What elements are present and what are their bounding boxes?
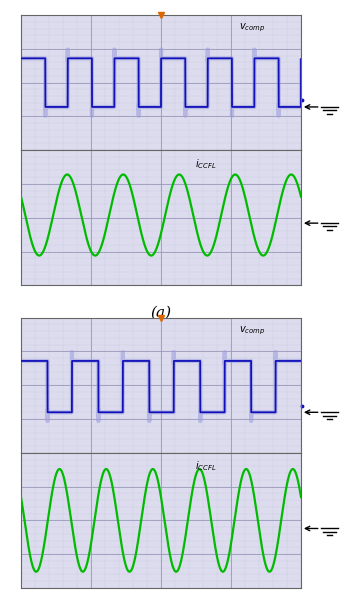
Text: (a): (a) [150,306,172,320]
Text: $i_{CCFL}$: $i_{CCFL}$ [195,459,216,473]
Text: $i_{CCFL}$: $i_{CCFL}$ [195,157,216,171]
Text: $v_{comp}$: $v_{comp}$ [239,324,266,337]
Text: $v_{comp}$: $v_{comp}$ [239,22,266,34]
